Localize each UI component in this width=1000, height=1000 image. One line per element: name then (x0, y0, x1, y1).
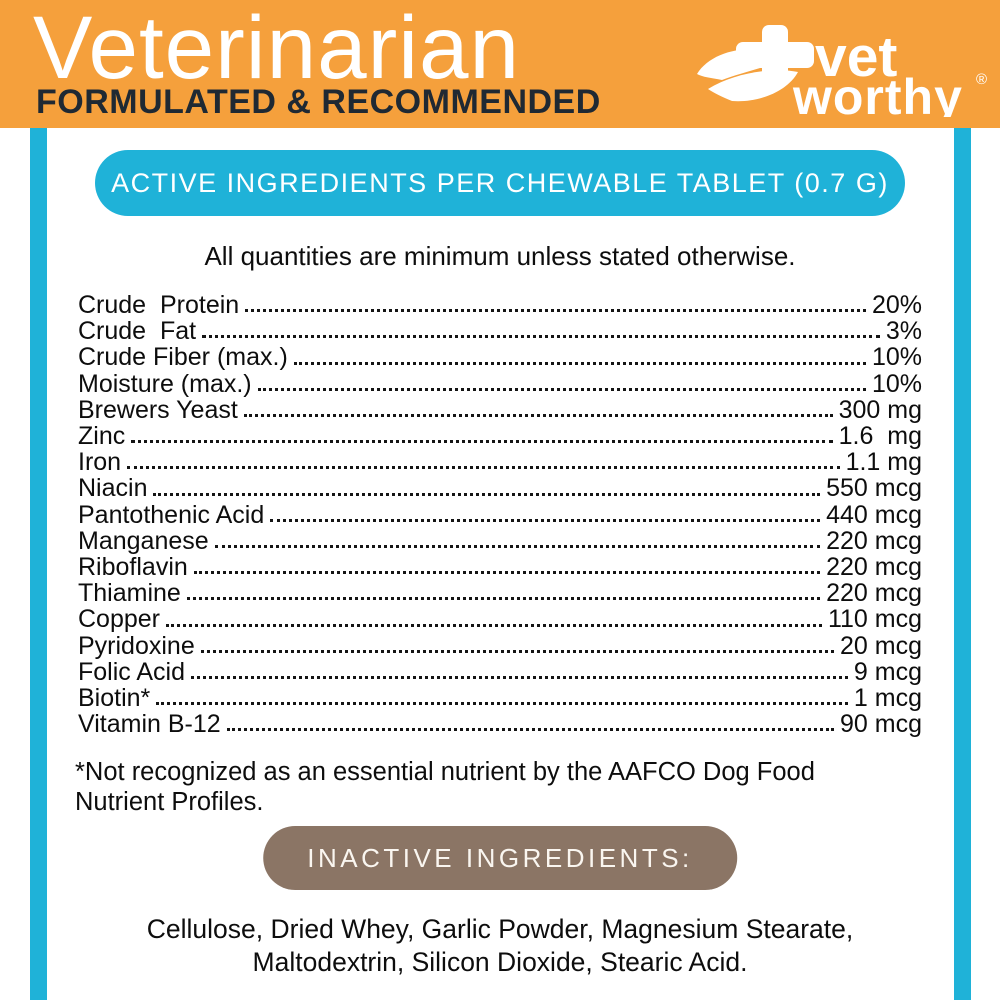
dotted-leader (186, 596, 821, 601)
ingredient-name: Crude Protein (78, 291, 240, 319)
ingredient-name: Folic Acid (78, 657, 185, 686)
ingredient-row: Brewers Yeast 300 mg (78, 397, 922, 423)
ingredient-row: Riboflavin 220 mcg (78, 554, 922, 580)
ingredient-value: 220 mcg (826, 579, 922, 608)
vet-worthy-logo: vet worthy ® (697, 25, 987, 117)
dotted-leader (293, 361, 866, 365)
ingredient-value: 110 mcg (827, 605, 922, 634)
dotted-leader (214, 544, 821, 549)
dotted-leader (202, 334, 880, 339)
ingredient-value: 20% (871, 291, 922, 319)
ingredient-value: 10% (871, 343, 922, 372)
dotted-leader (131, 439, 833, 444)
ingredient-row: Zinc 1.6 mg (78, 423, 922, 449)
ingredient-name: Crude Fiber (max.) (78, 343, 288, 372)
ingredients-list: Crude Protein 20% Crude Fat 3% Crude Fib… (78, 292, 922, 738)
registered-mark: ® (976, 71, 987, 88)
inactive-ingredients-text: Cellulose, Dried Whey, Garlic Powder, Ma… (146, 914, 854, 977)
header-title: Veterinarian (33, 0, 520, 97)
ingredient-value: 300 mg (838, 395, 922, 424)
ingredient-row: Pantothenic Acid 440 mcg (78, 500, 922, 529)
ingredient-row: Pyridoxine 20 mcg (78, 631, 922, 660)
dotted-leader (190, 675, 848, 680)
ingredient-name: Biotin* (78, 684, 151, 713)
ingredient-value: 220 mcg (826, 526, 922, 555)
ingredient-name: Zinc (78, 422, 126, 451)
ingredient-name: Crude Fat (78, 317, 197, 346)
logo-word-worthy: worthy (792, 69, 963, 117)
ingredient-row: Niacin 550 mcg (78, 475, 922, 501)
ingredient-value: 10% (871, 369, 922, 398)
ingredient-value: 440 mcg (826, 500, 922, 529)
dotted-leader (153, 492, 821, 496)
dotted-leader (200, 649, 835, 653)
ingredient-row: Copper 110 mcg (78, 606, 922, 632)
ingredient-name: Vitamin B-12 (78, 710, 221, 739)
dotted-leader (166, 623, 822, 627)
minimum-quantities-note: All quantities are minimum unless stated… (204, 241, 796, 271)
dotted-leader (270, 518, 821, 522)
ingredient-row: Vitamin B-12 90 mcg (78, 711, 922, 737)
ingredient-row: Manganese 220 mcg (78, 528, 922, 554)
ingredient-name: Copper (78, 605, 160, 634)
ingredient-value: 3% (885, 317, 922, 346)
inactive-ingredients-banner: INACTIVE INGREDIENTS: (263, 826, 737, 890)
ingredient-value: 550 mcg (826, 474, 922, 503)
dotted-leader (245, 308, 866, 313)
ingredient-value: 220 mcg (826, 553, 922, 582)
plus-cross-icon (736, 25, 814, 86)
ingredient-row: Moisture (max.) 10% (78, 369, 922, 398)
ingredient-name: Thiamine (78, 579, 181, 608)
dotted-leader (193, 570, 821, 575)
ingredient-name: Iron (78, 448, 122, 477)
ingredient-name: Brewers Yeast (78, 395, 238, 424)
dotted-leader (243, 413, 833, 418)
logo-word-vet: vet (815, 25, 897, 89)
dotted-leader (127, 465, 840, 470)
ingredient-value: 1.1 mg (845, 448, 922, 477)
ingredient-name: Riboflavin (78, 553, 188, 582)
ingredient-row: Crude Protein 20% (78, 292, 922, 318)
dotted-leader (156, 701, 848, 706)
ingredient-value: 9 mcg (853, 657, 922, 686)
active-ingredients-banner: ACTIVE INGREDIENTS PER CHEWABLE TABLET (… (95, 150, 905, 216)
ingredient-name: Pantothenic Acid (78, 500, 265, 529)
ingredient-row: Biotin* 1 mcg (78, 685, 922, 711)
ingredient-value: 1.6 mg (838, 422, 922, 451)
ingredient-name: Manganese (78, 526, 209, 555)
ingredient-value: 20 mcg (840, 631, 922, 660)
ingredient-name: Moisture (max.) (78, 369, 252, 398)
dotted-leader (226, 727, 835, 732)
ingredient-row: Iron 1.1 mg (78, 449, 922, 475)
aafco-footnote: *Not recognized as an essential nutrient… (75, 758, 815, 816)
ingredient-name: Niacin (78, 474, 148, 503)
ingredient-value: 90 mcg (840, 710, 922, 739)
header-band: Veterinarian FORMULATED & RECOMMENDED ve… (0, 0, 1000, 128)
ingredient-row: Crude Fat 3% (78, 318, 922, 344)
ingredient-name: Pyridoxine (78, 631, 195, 660)
ingredient-value: 1 mcg (853, 684, 922, 713)
header-subtitle: FORMULATED & RECOMMENDED (36, 83, 601, 121)
ingredient-row: Crude Fiber (max.) 10% (78, 344, 922, 370)
dotted-leader (257, 387, 866, 391)
ingredient-row: Thiamine 220 mcg (78, 580, 922, 606)
ingredient-row: Folic Acid 9 mcg (78, 659, 922, 685)
